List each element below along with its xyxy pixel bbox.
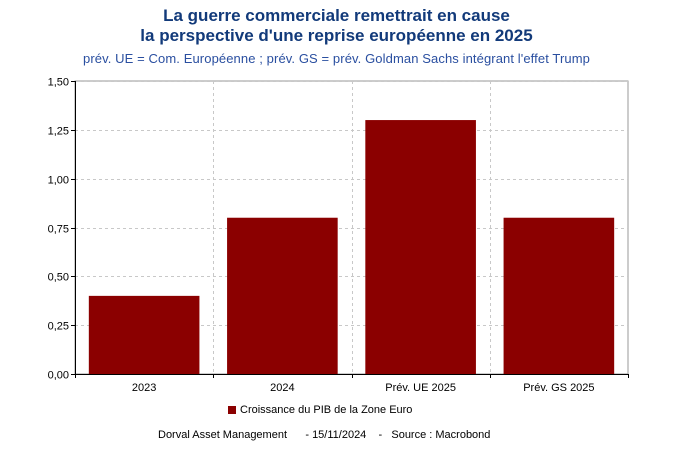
legend-swatch: [228, 406, 236, 414]
y-tick-label: 0,00: [48, 370, 69, 382]
y-tick-label: 0,75: [48, 224, 69, 236]
y-tick-label: 0,25: [48, 321, 69, 333]
y-tick-label: 1,00: [48, 175, 69, 187]
bar: [503, 217, 615, 374]
x-tick-label: Prév. UE 2025: [385, 382, 456, 394]
chart-title-line2: la perspective d'une reprise européenne …: [140, 26, 533, 45]
y-tick-label: 1,25: [48, 126, 69, 138]
axes-layer: 0,00 0,25 0,50 0,75 1,00 1,25 1,50 2023 2024 Prév…: [48, 77, 629, 394]
y-tick-label: 1,50: [48, 77, 69, 89]
x-tick-label: 2023: [132, 382, 156, 394]
chart-subtitle: prév. UE = Com. Européenne ; prév. GS = …: [83, 51, 590, 66]
x-tick-label: 2024: [270, 382, 294, 394]
bar: [227, 217, 338, 374]
x-tick-label: Prév. GS 2025: [523, 382, 594, 394]
bar: [365, 120, 476, 374]
footer-source: Dorval Asset Management - 15/11/2024 - S…: [158, 429, 491, 441]
legend-label: Croissance du PIB de la Zone Euro: [240, 404, 413, 416]
bar: [88, 295, 200, 374]
y-tick-label: 0,50: [48, 272, 69, 284]
chart-title-line1: La guerre commerciale remettrait en caus…: [163, 6, 510, 25]
bars-layer: [88, 120, 615, 374]
legend: Croissance du PIB de la Zone Euro: [228, 404, 412, 416]
